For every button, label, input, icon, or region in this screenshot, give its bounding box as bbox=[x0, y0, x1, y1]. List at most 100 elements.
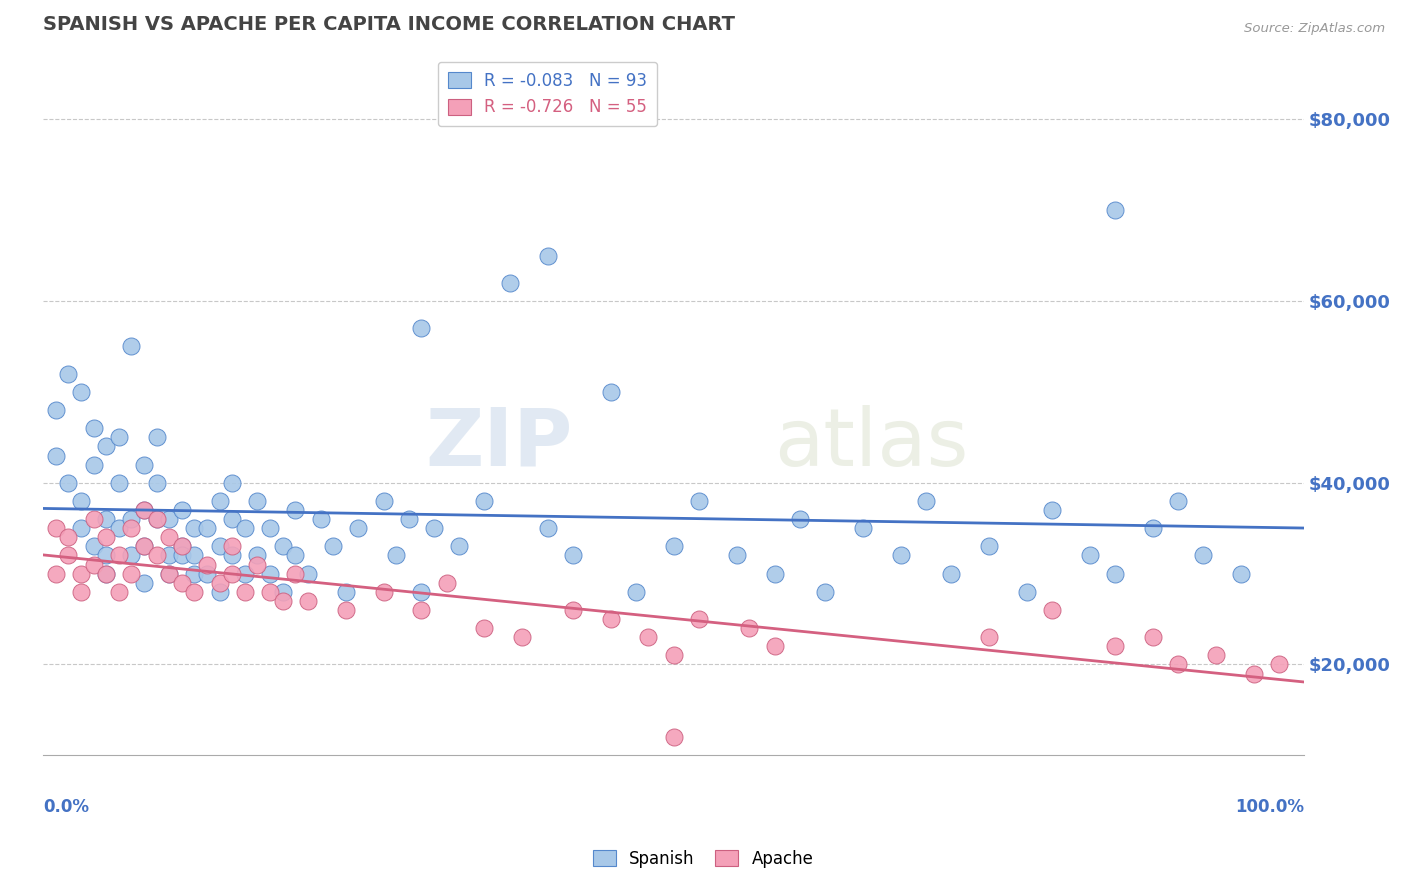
Point bbox=[411, 584, 433, 599]
Legend: Spanish, Apache: Spanish, Apache bbox=[586, 844, 820, 875]
Point bbox=[45, 566, 67, 581]
Point bbox=[284, 549, 307, 563]
Point bbox=[58, 549, 80, 563]
Point bbox=[107, 430, 129, 444]
Point bbox=[814, 584, 837, 599]
Point bbox=[246, 558, 269, 572]
Point bbox=[436, 575, 458, 590]
Point bbox=[385, 549, 408, 563]
Point bbox=[1104, 640, 1126, 654]
Point bbox=[107, 521, 129, 535]
Point bbox=[58, 367, 80, 381]
Point bbox=[347, 521, 370, 535]
Point bbox=[322, 540, 344, 554]
Point bbox=[1040, 503, 1063, 517]
Point bbox=[1104, 566, 1126, 581]
Point bbox=[1243, 666, 1265, 681]
Point bbox=[221, 549, 243, 563]
Point bbox=[157, 566, 180, 581]
Point bbox=[335, 603, 357, 617]
Point bbox=[45, 403, 67, 417]
Point bbox=[120, 521, 142, 535]
Point bbox=[195, 566, 218, 581]
Point bbox=[83, 512, 105, 526]
Point bbox=[763, 566, 786, 581]
Point bbox=[561, 603, 583, 617]
Point bbox=[977, 540, 1000, 554]
Point bbox=[96, 549, 118, 563]
Point bbox=[271, 584, 294, 599]
Point bbox=[599, 612, 621, 626]
Point bbox=[170, 540, 193, 554]
Point bbox=[96, 566, 118, 581]
Point bbox=[1040, 603, 1063, 617]
Point bbox=[145, 430, 167, 444]
Point bbox=[183, 566, 205, 581]
Point bbox=[662, 540, 685, 554]
Point bbox=[259, 566, 281, 581]
Text: 0.0%: 0.0% bbox=[44, 797, 89, 816]
Point bbox=[70, 494, 93, 508]
Point bbox=[70, 384, 93, 399]
Point bbox=[1104, 203, 1126, 218]
Point bbox=[259, 521, 281, 535]
Point bbox=[145, 512, 167, 526]
Point bbox=[1167, 657, 1189, 672]
Point bbox=[120, 549, 142, 563]
Point bbox=[939, 566, 962, 581]
Point bbox=[157, 512, 180, 526]
Point bbox=[688, 612, 710, 626]
Point bbox=[309, 512, 332, 526]
Point bbox=[83, 458, 105, 472]
Point bbox=[1205, 648, 1227, 663]
Point bbox=[499, 276, 522, 290]
Point bbox=[890, 549, 912, 563]
Point bbox=[1167, 494, 1189, 508]
Point bbox=[474, 621, 496, 635]
Text: 100.0%: 100.0% bbox=[1234, 797, 1305, 816]
Point bbox=[637, 630, 659, 644]
Point bbox=[510, 630, 533, 644]
Point bbox=[45, 521, 67, 535]
Point bbox=[411, 321, 433, 335]
Point bbox=[145, 475, 167, 490]
Point bbox=[132, 540, 155, 554]
Point bbox=[183, 549, 205, 563]
Point bbox=[45, 449, 67, 463]
Point bbox=[70, 521, 93, 535]
Point bbox=[246, 549, 269, 563]
Point bbox=[132, 503, 155, 517]
Point bbox=[132, 503, 155, 517]
Point bbox=[107, 549, 129, 563]
Point bbox=[1192, 549, 1215, 563]
Point bbox=[536, 249, 558, 263]
Point bbox=[335, 584, 357, 599]
Point bbox=[120, 566, 142, 581]
Point bbox=[107, 584, 129, 599]
Text: atlas: atlas bbox=[775, 405, 969, 483]
Point bbox=[599, 384, 621, 399]
Point bbox=[107, 475, 129, 490]
Point bbox=[1078, 549, 1101, 563]
Point bbox=[373, 494, 395, 508]
Point bbox=[96, 439, 118, 453]
Point bbox=[120, 512, 142, 526]
Point bbox=[221, 540, 243, 554]
Point bbox=[170, 575, 193, 590]
Point bbox=[297, 594, 319, 608]
Point bbox=[284, 503, 307, 517]
Point bbox=[208, 540, 231, 554]
Point bbox=[1142, 521, 1164, 535]
Point bbox=[208, 584, 231, 599]
Point bbox=[725, 549, 748, 563]
Point bbox=[1015, 584, 1038, 599]
Point bbox=[284, 566, 307, 581]
Point bbox=[977, 630, 1000, 644]
Point bbox=[157, 530, 180, 544]
Point bbox=[145, 512, 167, 526]
Point bbox=[233, 584, 256, 599]
Point bbox=[373, 584, 395, 599]
Text: SPANISH VS APACHE PER CAPITA INCOME CORRELATION CHART: SPANISH VS APACHE PER CAPITA INCOME CORR… bbox=[44, 15, 735, 34]
Point bbox=[170, 540, 193, 554]
Point bbox=[662, 730, 685, 744]
